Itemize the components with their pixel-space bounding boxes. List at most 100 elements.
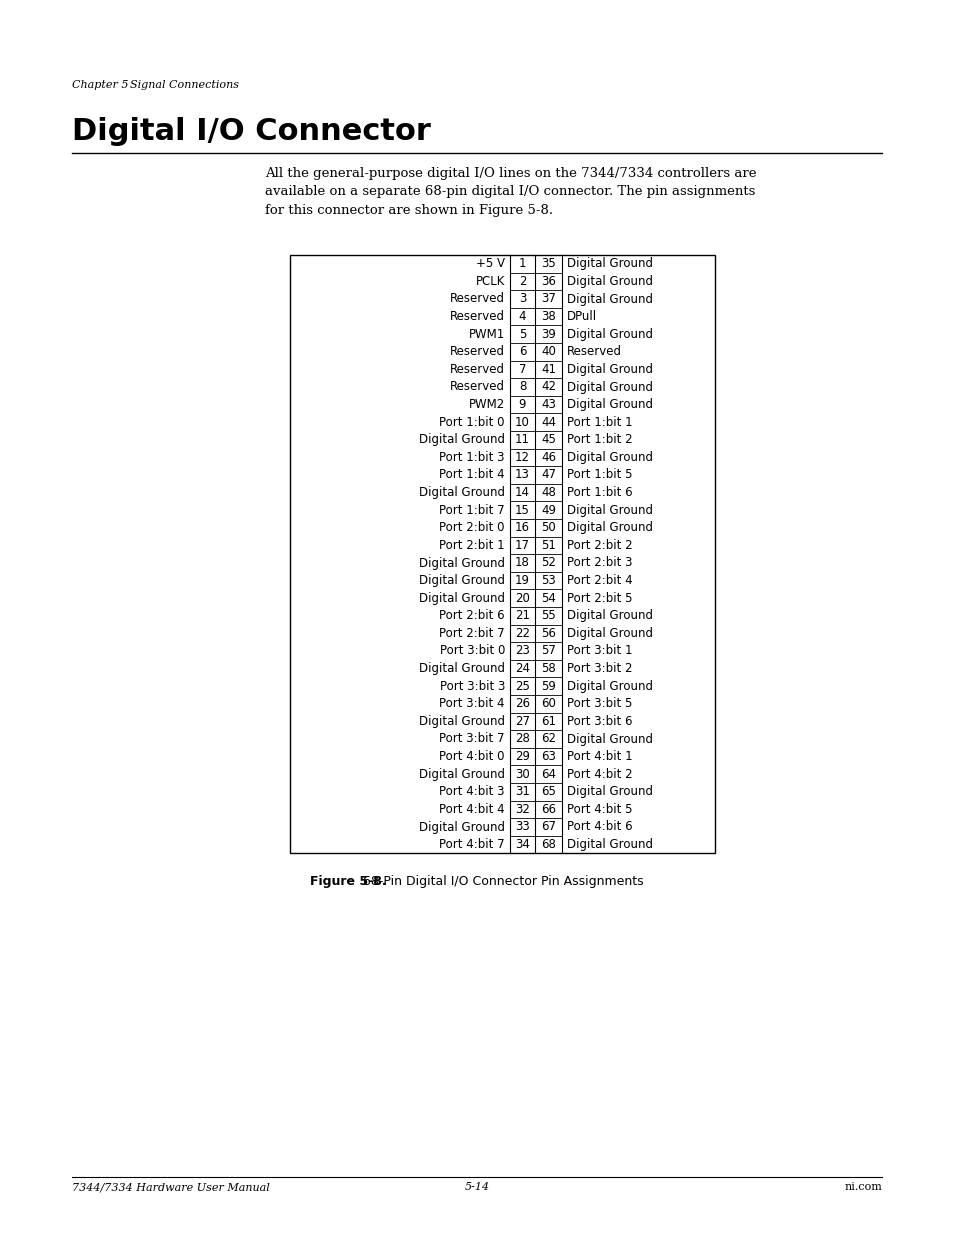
Text: Port 1:bit 3: Port 1:bit 3	[439, 451, 504, 464]
Text: Digital Ground: Digital Ground	[566, 380, 652, 394]
Text: 1: 1	[518, 257, 526, 270]
Text: +5 V: +5 V	[476, 257, 504, 270]
Text: Digital Ground: Digital Ground	[566, 627, 652, 640]
Text: 25: 25	[515, 679, 529, 693]
Text: Digital Ground: Digital Ground	[566, 679, 652, 693]
Text: 51: 51	[540, 538, 556, 552]
Text: 27: 27	[515, 715, 530, 727]
Text: 41: 41	[540, 363, 556, 375]
Text: 55: 55	[540, 609, 556, 622]
Text: 7: 7	[518, 363, 526, 375]
Text: Digital Ground: Digital Ground	[418, 574, 504, 587]
Text: Port 4:bit 4: Port 4:bit 4	[439, 803, 504, 816]
Text: 42: 42	[540, 380, 556, 394]
Text: Port 3:bit 7: Port 3:bit 7	[439, 732, 504, 746]
Text: Digital Ground: Digital Ground	[566, 521, 652, 535]
Text: 36: 36	[540, 275, 556, 288]
Text: Digital Ground: Digital Ground	[566, 609, 652, 622]
Text: Port 3:bit 1: Port 3:bit 1	[566, 645, 632, 657]
Text: Digital I/O Connector: Digital I/O Connector	[71, 117, 431, 146]
Text: Digital Ground: Digital Ground	[566, 398, 652, 411]
Text: 6: 6	[518, 346, 526, 358]
Text: 20: 20	[515, 592, 529, 605]
Text: Reserved: Reserved	[450, 346, 504, 358]
Text: Port 3:bit 4: Port 3:bit 4	[439, 698, 504, 710]
Text: ni.com: ni.com	[843, 1182, 882, 1192]
Text: 58: 58	[540, 662, 556, 676]
Text: Port 3:bit 6: Port 3:bit 6	[566, 715, 632, 727]
Text: 63: 63	[540, 750, 556, 763]
Text: Port 4:bit 2: Port 4:bit 2	[566, 768, 632, 781]
Text: Digital Ground: Digital Ground	[566, 504, 652, 516]
Text: Port 1:bit 6: Port 1:bit 6	[566, 487, 632, 499]
Text: Port 1:bit 7: Port 1:bit 7	[439, 504, 504, 516]
Text: Digital Ground: Digital Ground	[566, 275, 652, 288]
Text: 52: 52	[540, 557, 556, 569]
Text: 48: 48	[540, 487, 556, 499]
Text: Port 4:bit 1: Port 4:bit 1	[566, 750, 632, 763]
Text: Port 2:bit 0: Port 2:bit 0	[439, 521, 504, 535]
Text: 12: 12	[515, 451, 530, 464]
Text: 40: 40	[540, 346, 556, 358]
Text: 50: 50	[540, 521, 556, 535]
Text: Digital Ground: Digital Ground	[566, 293, 652, 305]
Text: 43: 43	[540, 398, 556, 411]
Text: Digital Ground: Digital Ground	[566, 327, 652, 341]
Text: All the general-purpose digital I/O lines on the 7344/7334 controllers are
avail: All the general-purpose digital I/O line…	[265, 167, 756, 217]
Text: 64: 64	[540, 768, 556, 781]
Text: 60: 60	[540, 698, 556, 710]
Text: 28: 28	[515, 732, 529, 746]
Text: Reserved: Reserved	[450, 293, 504, 305]
Text: 17: 17	[515, 538, 530, 552]
Text: 24: 24	[515, 662, 530, 676]
Text: 38: 38	[540, 310, 556, 324]
Text: 3: 3	[518, 293, 526, 305]
Text: 53: 53	[540, 574, 556, 587]
Text: PWM1: PWM1	[468, 327, 504, 341]
Text: 32: 32	[515, 803, 529, 816]
Text: Digital Ground: Digital Ground	[418, 662, 504, 676]
Text: Port 2:bit 6: Port 2:bit 6	[439, 609, 504, 622]
Text: 44: 44	[540, 416, 556, 429]
Text: Digital Ground: Digital Ground	[566, 451, 652, 464]
Text: 39: 39	[540, 327, 556, 341]
Text: 45: 45	[540, 433, 556, 446]
Text: 18: 18	[515, 557, 529, 569]
Text: Port 2:bit 2: Port 2:bit 2	[566, 538, 632, 552]
Text: Port 1:bit 2: Port 1:bit 2	[566, 433, 632, 446]
Text: 21: 21	[515, 609, 530, 622]
Text: 49: 49	[540, 504, 556, 516]
Text: 30: 30	[515, 768, 529, 781]
Text: 46: 46	[540, 451, 556, 464]
Text: 14: 14	[515, 487, 530, 499]
Text: 2: 2	[518, 275, 526, 288]
Text: 23: 23	[515, 645, 529, 657]
Text: 66: 66	[540, 803, 556, 816]
Text: 8: 8	[518, 380, 526, 394]
Text: 61: 61	[540, 715, 556, 727]
Text: 9: 9	[518, 398, 526, 411]
Text: 67: 67	[540, 820, 556, 834]
Text: Port 4:bit 5: Port 4:bit 5	[566, 803, 632, 816]
Text: 37: 37	[540, 293, 556, 305]
Text: 7344/7334 Hardware User Manual: 7344/7334 Hardware User Manual	[71, 1182, 270, 1192]
Text: Port 2:bit 5: Port 2:bit 5	[566, 592, 632, 605]
Text: 34: 34	[515, 839, 529, 851]
Text: 62: 62	[540, 732, 556, 746]
Text: Port 4:bit 6: Port 4:bit 6	[566, 820, 632, 834]
Text: 59: 59	[540, 679, 556, 693]
Text: 68: 68	[540, 839, 556, 851]
Text: Port 2:bit 4: Port 2:bit 4	[566, 574, 632, 587]
Text: Digital Ground: Digital Ground	[566, 363, 652, 375]
Text: 5: 5	[518, 327, 526, 341]
Text: PWM2: PWM2	[468, 398, 504, 411]
Text: Signal Connections: Signal Connections	[130, 80, 239, 90]
Text: Port 4:bit 7: Port 4:bit 7	[439, 839, 504, 851]
Text: Digital Ground: Digital Ground	[566, 839, 652, 851]
Bar	[290, 254, 714, 853]
Text: Port 4:bit 0: Port 4:bit 0	[439, 750, 504, 763]
Text: 13: 13	[515, 468, 529, 482]
Text: 47: 47	[540, 468, 556, 482]
Text: Digital Ground: Digital Ground	[418, 433, 504, 446]
Text: 35: 35	[540, 257, 556, 270]
